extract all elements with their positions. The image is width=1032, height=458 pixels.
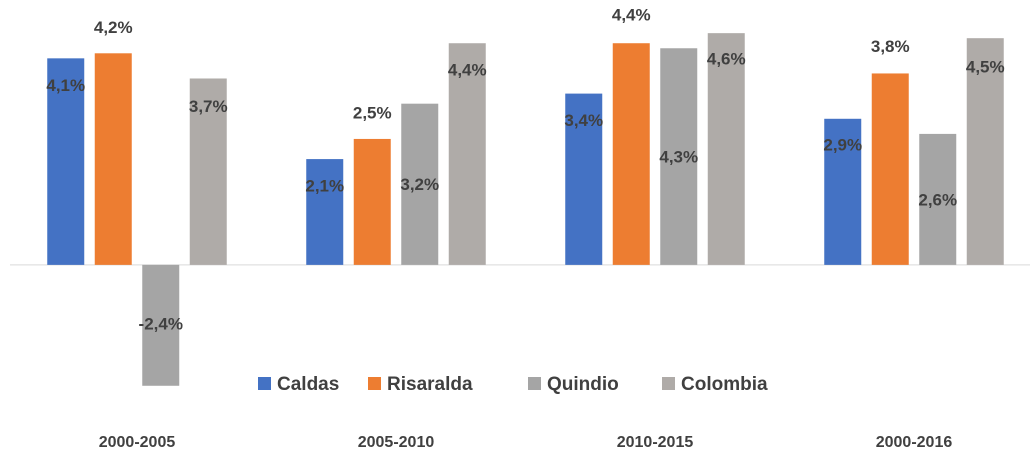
data-label: 3,4%: [564, 111, 603, 130]
bar: [47, 58, 85, 265]
data-label: -2,4%: [139, 314, 183, 333]
data-label: 4,5%: [966, 58, 1005, 77]
data-label: 4,4%: [612, 6, 651, 25]
data-label: 4,4%: [448, 61, 487, 80]
data-label: 4,3%: [659, 148, 698, 167]
bar: [871, 73, 909, 265]
data-label: 4,1%: [46, 76, 85, 95]
legend-swatch: [528, 377, 541, 390]
x-tick-label: 2000-2005: [99, 434, 176, 451]
x-tick-label: 2010-2015: [617, 434, 694, 451]
data-label: 3,7%: [189, 97, 228, 116]
bar: [660, 48, 698, 265]
bar: [448, 43, 486, 265]
legend-swatch: [368, 377, 381, 390]
bar: [966, 38, 1004, 265]
bar: [612, 43, 650, 265]
data-label: 2,5%: [353, 103, 392, 122]
data-label: 2,9%: [823, 135, 862, 154]
x-tick-label: 2005-2010: [358, 434, 435, 451]
bar: [565, 93, 603, 265]
bar: [707, 33, 745, 265]
legend-label: Quindio: [547, 374, 619, 395]
bar: [189, 78, 227, 265]
bar: [401, 103, 439, 265]
bar: [919, 133, 957, 265]
legend-swatch: [258, 377, 271, 390]
bar: [142, 264, 180, 386]
data-label: 2,6%: [918, 190, 957, 209]
bar: [306, 159, 344, 265]
data-label: 2,1%: [305, 177, 344, 196]
data-label: 4,6%: [707, 50, 746, 69]
data-label: 3,8%: [871, 37, 910, 56]
x-tick-label: 2000-2016: [876, 434, 953, 451]
legend-swatch: [662, 377, 675, 390]
bar: [94, 53, 132, 265]
bar: [353, 138, 391, 265]
legend-label: Caldas: [277, 374, 339, 395]
legend-label: Risaralda: [387, 374, 473, 395]
legend-label: Colombia: [681, 374, 768, 395]
bar: [824, 118, 862, 265]
data-label: 3,2%: [400, 175, 439, 194]
data-label: 4,2%: [94, 18, 133, 37]
